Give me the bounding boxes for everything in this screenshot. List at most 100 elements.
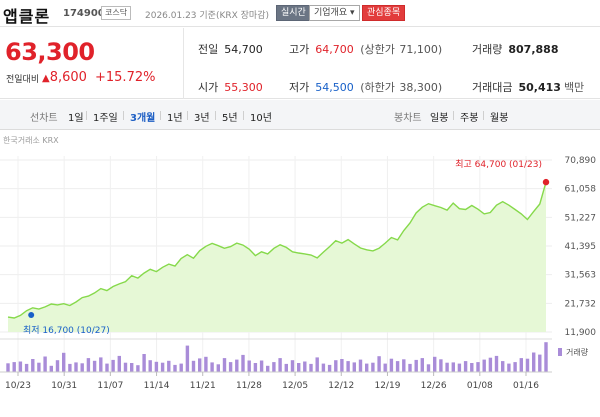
tab-period-1w[interactable]: 1주일 xyxy=(93,113,118,124)
volume-bar xyxy=(222,358,227,373)
y-tick-label: 11,900 xyxy=(565,328,597,338)
watchlist-button[interactable]: 관심종목 xyxy=(362,5,406,21)
tab-candle-daily[interactable]: 일봉 xyxy=(430,113,449,124)
tab-period-5y[interactable]: 5년 xyxy=(222,113,238,124)
volume-bar xyxy=(86,358,91,373)
tab-divider xyxy=(483,111,484,120)
volume-bar xyxy=(259,360,264,372)
amount-unit: 백만 xyxy=(563,81,585,94)
trade-amount: 거래대금 50,413 백만 xyxy=(472,79,584,95)
tab-period-3y[interactable]: 3년 xyxy=(194,113,210,124)
amount-label: 거래대금 xyxy=(472,81,513,94)
volume-bar xyxy=(235,359,239,372)
volume-bar xyxy=(253,363,258,372)
high-marker xyxy=(542,178,550,186)
tab-period-3m[interactable]: 3개월 xyxy=(130,113,156,124)
x-tick-label: 11/28 xyxy=(236,381,262,391)
volume-bar xyxy=(414,359,418,372)
volume-bar xyxy=(408,363,412,372)
chart-tabs: 선차트 1일 1주일 3개월 1년 3년 5년 10년 봉차트 일봉 주봉 월봉 xyxy=(0,100,600,130)
volume-value: 807,888 xyxy=(508,43,559,56)
data-source-label: 한국거래소 KRX xyxy=(3,136,59,145)
volume-bar xyxy=(160,362,165,372)
volume-bar xyxy=(371,362,375,372)
tab-candle-monthly[interactable]: 월봉 xyxy=(490,113,509,124)
volume-bar xyxy=(451,362,455,372)
volume-bar xyxy=(309,363,313,372)
volume-bar xyxy=(470,363,474,372)
volume-bar xyxy=(476,362,480,372)
volume-bar xyxy=(6,363,10,372)
volume-bar xyxy=(198,358,202,372)
volume-bar xyxy=(154,361,159,372)
volume-bar xyxy=(488,357,493,372)
volume-bar xyxy=(173,364,177,372)
volume-bar xyxy=(241,354,245,372)
realtime-button[interactable]: 실시간 xyxy=(276,5,311,21)
open-value: 55,300 xyxy=(224,81,263,94)
tab-divider xyxy=(187,111,188,120)
tab-period-1y[interactable]: 1년 xyxy=(167,113,183,124)
tab-period-10y[interactable]: 10년 xyxy=(250,113,272,124)
open-label: 시가 xyxy=(198,81,219,94)
volume-bar xyxy=(191,360,196,372)
price-change-value: 8,600 xyxy=(49,70,87,85)
tab-divider xyxy=(453,111,454,120)
volume-bar xyxy=(352,362,356,372)
volume-bar xyxy=(346,361,350,372)
volume-bar xyxy=(266,365,270,372)
prev-close: 전일 54,700 xyxy=(198,41,263,57)
open-price: 시가 55,300 xyxy=(198,79,263,95)
volume-bar xyxy=(463,361,468,372)
tab-divider xyxy=(243,111,244,120)
volume-bar xyxy=(167,360,171,372)
volume-bar xyxy=(420,358,424,373)
volume-bar xyxy=(426,364,431,373)
volume-bar xyxy=(43,356,47,372)
x-tick-label: 12/19 xyxy=(374,381,400,391)
volume-bar xyxy=(148,360,152,372)
y-tick-label: 31,563 xyxy=(565,271,597,281)
y-tick-label: 21,732 xyxy=(565,299,597,309)
volume-bar xyxy=(402,359,406,372)
volume-bar xyxy=(284,363,288,372)
volume-bar xyxy=(272,362,276,372)
compare-label: 전일대비 xyxy=(6,75,40,85)
volume-bar xyxy=(482,359,486,372)
volume-bar xyxy=(433,356,437,372)
x-tick-label: 12/26 xyxy=(421,381,447,391)
low-annotation: 최저 16,700 (10/27) xyxy=(23,325,110,336)
volume-bar xyxy=(92,360,97,372)
y-tick-label: 61,058 xyxy=(565,185,597,195)
lower-limit-value: 38,300) xyxy=(399,81,443,94)
volume-bar xyxy=(142,354,146,372)
volume-bar xyxy=(204,356,208,372)
volume-bar xyxy=(105,363,109,372)
price-summary: 63,300 전일대비 ▲8,600 +15.72% 전일 54,700 고가 64… xyxy=(0,28,600,99)
tab-candle-weekly[interactable]: 주봉 xyxy=(460,113,479,124)
volume-bar xyxy=(62,352,66,372)
volume-bar xyxy=(297,363,301,372)
volume-bar xyxy=(278,358,282,373)
volume-bar xyxy=(340,359,344,372)
volume-bar xyxy=(136,365,140,372)
volume-bar xyxy=(532,352,536,372)
volume: 거래량 807,888 xyxy=(472,41,558,57)
company-overview-dropdown[interactable]: 기업개요 ▾ xyxy=(309,5,360,21)
x-tick-label: 01/16 xyxy=(513,381,539,391)
tab-period-1d[interactable]: 1일 xyxy=(68,113,84,124)
stock-header: 앱클론 174900 코스닥 2026.01.23 기준(KRX 장마감) 실시… xyxy=(0,0,600,27)
amount-value: 50,413 xyxy=(518,81,561,94)
stock-code: 174900 xyxy=(63,8,105,19)
tab-divider xyxy=(86,111,87,120)
tab-candle-chart[interactable]: 봉차트 xyxy=(394,113,422,124)
volume-bar xyxy=(12,362,16,372)
low-label: 저가 xyxy=(289,81,310,94)
tab-line-chart[interactable]: 선차트 xyxy=(30,113,58,124)
divider xyxy=(183,28,184,99)
volume-bar xyxy=(31,359,35,372)
volume-legend-label: 거래량 xyxy=(566,347,589,357)
volume-bar xyxy=(439,359,443,372)
tab-divider xyxy=(160,111,161,120)
x-tick-label: 12/12 xyxy=(328,381,354,391)
